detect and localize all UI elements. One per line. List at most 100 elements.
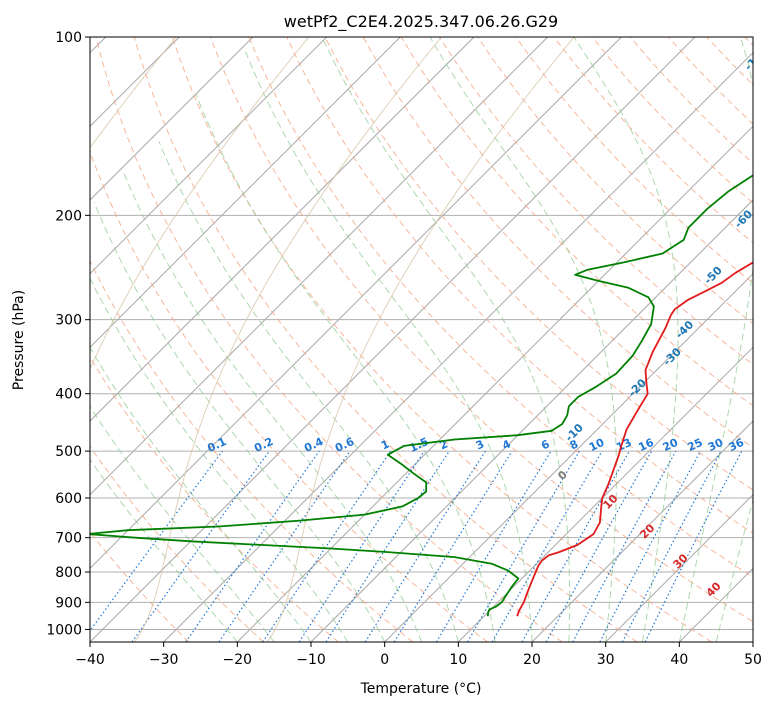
dry-adiabat-line [133, 37, 638, 642]
dry-adiabat-line [90, 531, 190, 642]
moist-adiabat-line [244, 49, 533, 642]
mixing-ratio-label: 36 [727, 436, 747, 454]
dry-adiabat-line [706, 37, 753, 86]
y-tick-label: 800 [55, 565, 82, 581]
x-axis: −40 −30 −20 −10 0 10 20 30 40 50 [75, 642, 762, 668]
mixing-ratio-label: 3 [474, 437, 486, 452]
dry-adiabat-line [171, 37, 712, 642]
isotherm-line [90, 37, 622, 570]
mixing-ratio-line [298, 450, 425, 642]
mixing-ratio-label: 20 [661, 436, 681, 454]
mixing-ratio-label: 0.1 [205, 435, 228, 455]
plot-frame [89, 36, 754, 643]
x-tick-label: −20 [223, 652, 253, 668]
dry-adiabat-line [744, 37, 753, 47]
isotherm-line [384, 272, 753, 642]
y-tick-label: 1000 [46, 622, 82, 638]
mixing-ratio-line [262, 450, 392, 642]
isotherm-line [752, 641, 753, 642]
mixing-ratio-line [644, 450, 743, 642]
x-tick-label: −30 [149, 652, 179, 668]
moist-adiabat-label: 0 [555, 468, 570, 483]
dry-adiabat-line [90, 445, 264, 642]
moist-adiabat-line [321, 37, 571, 642]
mixing-ratio-line [599, 450, 702, 642]
x-axis-label: Temperature (°C) [360, 681, 482, 697]
y-axis: 1000 900 800 700 600 500 400 300 200 100 [46, 30, 90, 638]
profiles [90, 174, 753, 617]
moist-adiabat-line [93, 201, 386, 642]
y-tick-label: 300 [55, 313, 82, 329]
isotherm-line [163, 51, 753, 642]
moist-adiabat-line [195, 94, 496, 642]
mixing-ratio-line [325, 450, 450, 642]
dry-adiabat-line [515, 37, 753, 284]
mixing-ratio-line [521, 450, 631, 642]
x-tick-label: 0 [380, 652, 389, 668]
x-tick-label: −10 [296, 652, 326, 668]
mixing-ratio-label: 25 [685, 436, 704, 454]
mixing-ratio-line [90, 450, 223, 632]
isotherm-line [236, 125, 753, 642]
x-tick-label: 20 [523, 652, 541, 668]
dry-adiabat-line [95, 37, 563, 642]
mixing-ratio-line [572, 450, 677, 642]
x-tick-label: 30 [597, 652, 615, 668]
moist-adiabat-label: 30 [671, 551, 691, 571]
moist-adiabat-line [158, 141, 459, 642]
y-tick-label: 900 [55, 595, 82, 611]
mixing-ratio-line [364, 450, 486, 642]
dewpoint-profile-line [90, 174, 753, 617]
chart-title: wetPf2_C2E4.2025.347.06.26.G29 [284, 12, 558, 32]
mixing-ratio-label: 10 [587, 436, 607, 454]
background-lines [90, 37, 753, 642]
mixing-ratio-label: 1 [379, 437, 391, 452]
dry-adiabat-line [286, 37, 753, 534]
mixing-ratio-label: 0.2 [252, 435, 275, 455]
y-tick-label: 500 [55, 444, 82, 460]
moist-adiabat-line [90, 277, 349, 642]
dry-adiabat-label: -60 [732, 207, 755, 230]
dry-adiabat-label: -30 [661, 345, 684, 368]
y-tick-label: 100 [55, 30, 82, 46]
mixing-ratio-label: 30 [706, 436, 726, 454]
mixing-ratio-line [185, 450, 320, 642]
isotherm-line [457, 346, 753, 642]
dry-adiabat-line [90, 259, 414, 642]
y-tick-label: 400 [55, 387, 82, 403]
y-axis-label: Pressure (hPa) [11, 290, 27, 390]
dry-adiabat-line [248, 37, 753, 578]
reference-curve-line [133, 37, 442, 642]
x-tick-label: 50 [744, 652, 762, 668]
temperature-profile-line [516, 261, 753, 617]
mixing-ratio-line [131, 450, 270, 642]
dry-adiabat-line [90, 356, 339, 642]
mixing-ratio-label: 0.6 [333, 435, 356, 455]
y-tick-label: 700 [55, 531, 82, 547]
reference-curve-line [266, 37, 575, 642]
moist-adiabat-line [573, 37, 679, 642]
moist-adiabat-line [429, 37, 617, 642]
y-tick-label: 600 [55, 491, 82, 507]
isotherm-line [678, 567, 753, 642]
isotherm-line [90, 37, 254, 201]
isotherm-line [605, 493, 753, 642]
dry-adiabat-label: -90 [763, 80, 775, 103]
dry-adiabat-line [324, 37, 753, 491]
mixing-ratio-line [393, 450, 513, 642]
mixing-ratio-line [218, 450, 351, 642]
isotherm-line [90, 37, 696, 642]
moist-adiabat-label: 20 [637, 521, 657, 541]
reference-curve-line [90, 37, 310, 371]
moist-adiabat-line [123, 173, 422, 642]
isotherm-line [531, 420, 753, 642]
mixing-ratio-label: 6 [539, 437, 552, 452]
dry-adiabat-line [668, 37, 753, 125]
isotherm-line [90, 37, 475, 422]
moist-adiabat-line [678, 37, 753, 642]
moist-adiabat-line [715, 498, 753, 642]
mixing-ratio-label: 8 [568, 437, 580, 452]
mixing-ratio-line [435, 450, 552, 642]
reference-labels: -100-90-80-70-60-50-40-30-20-10010203040… [205, 44, 775, 599]
